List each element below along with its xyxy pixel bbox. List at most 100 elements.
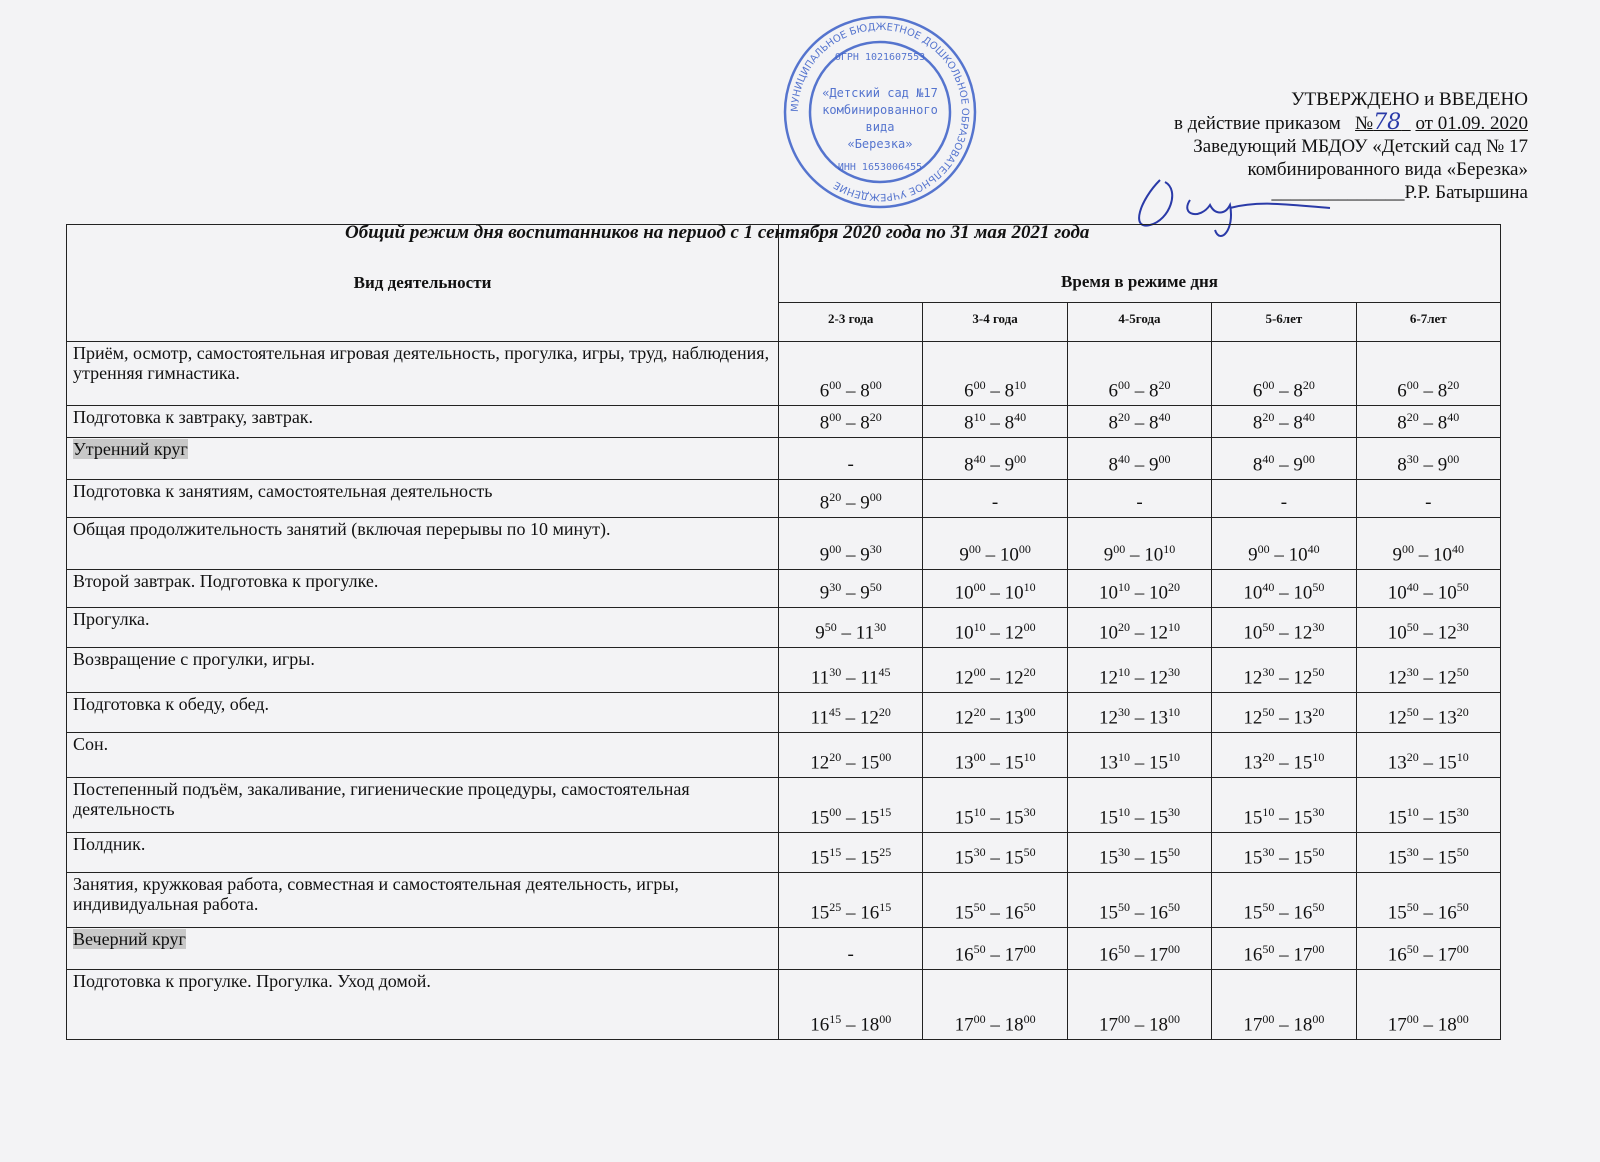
time-cell: 830 – 900 bbox=[1355, 437, 1502, 480]
time-cell: 840 – 900 bbox=[1211, 437, 1357, 480]
time-cell: 1300 – 1510 bbox=[922, 732, 1068, 778]
minutes: 00 bbox=[1167, 941, 1180, 956]
hour: 15 bbox=[810, 807, 830, 828]
time-cell: 900 – 1010 bbox=[1066, 517, 1213, 570]
minutes: 10 bbox=[1262, 804, 1275, 819]
hour: 17 bbox=[1437, 944, 1457, 965]
time-cell: 1510 – 1530 bbox=[1211, 777, 1357, 833]
time-cell: 1510 – 1530 bbox=[1355, 777, 1502, 833]
hour: 8 bbox=[1252, 412, 1263, 433]
minutes: 50 bbox=[1262, 899, 1275, 914]
hour: 15 bbox=[1293, 807, 1313, 828]
hour: 8 bbox=[964, 454, 974, 475]
hour: 15 bbox=[1387, 902, 1407, 923]
time-cell: 1530 – 1550 bbox=[1066, 832, 1213, 873]
hour: 17 bbox=[1293, 944, 1313, 965]
hour: 8 bbox=[1437, 380, 1448, 401]
time-cell: 1145 – 1220 bbox=[777, 692, 924, 733]
minutes: 20 bbox=[1262, 749, 1275, 764]
hour: 15 bbox=[1437, 847, 1457, 868]
time-cell: 1700 – 1800 bbox=[1066, 969, 1213, 1040]
hour: 16 bbox=[954, 944, 974, 965]
hour: 9 bbox=[819, 544, 830, 565]
hour: 15 bbox=[1098, 847, 1118, 868]
hour: 15 bbox=[954, 807, 974, 828]
minutes: 25 bbox=[829, 899, 842, 914]
activity-label: Возвращение с прогулки, игры. bbox=[73, 649, 315, 669]
hour: 15 bbox=[860, 847, 880, 868]
svg-text:комбинированного: комбинированного bbox=[822, 103, 938, 117]
hour: 8 bbox=[1004, 412, 1015, 433]
minutes: 50 bbox=[1312, 844, 1325, 859]
svg-text:«Березка»: «Березка» bbox=[847, 137, 912, 151]
time-cell: 1230 – 1250 bbox=[1355, 647, 1502, 693]
minutes: 50 bbox=[1456, 579, 1469, 594]
minutes: 15 bbox=[829, 1011, 842, 1026]
minutes: 30 bbox=[1456, 804, 1469, 819]
time-cell: 840 – 900 bbox=[1066, 437, 1213, 480]
minutes: 30 bbox=[973, 844, 986, 859]
minutes: 10 bbox=[1312, 749, 1325, 764]
minutes: 00 bbox=[973, 664, 986, 679]
hour: 16 bbox=[1437, 902, 1457, 923]
time-cell: 600 – 820 bbox=[1355, 341, 1502, 406]
time-cell: 1550 – 1650 bbox=[922, 872, 1068, 928]
minutes: 20 bbox=[1158, 377, 1171, 392]
hour: 10 bbox=[1144, 544, 1164, 565]
minutes: 20 bbox=[1117, 409, 1130, 424]
minutes: 00 bbox=[1406, 1011, 1419, 1026]
minutes: 00 bbox=[829, 377, 842, 392]
table-row: Занятия, кружковая работа, совместная и … bbox=[66, 872, 1502, 928]
time-cell: 820 – 840 bbox=[1355, 405, 1502, 438]
minutes: 30 bbox=[1167, 664, 1180, 679]
minutes: 00 bbox=[1262, 377, 1275, 392]
minutes: 50 bbox=[1312, 664, 1325, 679]
hour: 12 bbox=[1148, 667, 1168, 688]
minutes: 50 bbox=[1167, 899, 1180, 914]
minutes: 30 bbox=[1167, 804, 1180, 819]
minutes: 00 bbox=[1014, 451, 1027, 466]
table-row: Подготовка к обеду, обед. 1145 – 1220 1220… bbox=[66, 692, 1502, 733]
activity-label: Общая продолжительность занятий (включая… bbox=[73, 519, 611, 539]
hour: 15 bbox=[954, 847, 974, 868]
time-cell: 1700 – 1800 bbox=[922, 969, 1068, 1040]
hour: 15 bbox=[1004, 752, 1024, 773]
hour: 13 bbox=[954, 752, 974, 773]
minutes: 50 bbox=[1406, 899, 1419, 914]
activity-cell: Сон. bbox=[66, 732, 779, 778]
minutes: 00 bbox=[1257, 541, 1270, 556]
hour: 13 bbox=[1387, 752, 1407, 773]
hour: 16 bbox=[1387, 944, 1407, 965]
table-row: Второй завтрак. Подготовка к прогулке. 93… bbox=[66, 569, 1502, 608]
hour: 12 bbox=[1293, 622, 1313, 643]
hour: 15 bbox=[810, 902, 830, 923]
minutes: 50 bbox=[1456, 664, 1469, 679]
minutes: 00 bbox=[1023, 1011, 1036, 1026]
minutes: 30 bbox=[1312, 619, 1325, 634]
time-cell: 1530 – 1550 bbox=[1211, 832, 1357, 873]
minutes: 00 bbox=[1406, 377, 1419, 392]
minutes: 40 bbox=[1307, 541, 1320, 556]
hour: 18 bbox=[1293, 1014, 1313, 1035]
minutes: 30 bbox=[829, 664, 842, 679]
activity-label: Прогулка. bbox=[73, 609, 150, 629]
hour: 10 bbox=[1288, 544, 1308, 565]
minutes: 20 bbox=[829, 749, 842, 764]
table-row: Приём, осмотр, самостоятельная игровая д… bbox=[66, 341, 1502, 406]
minutes: 00 bbox=[1312, 941, 1325, 956]
hour: 16 bbox=[1293, 902, 1313, 923]
official-stamp: МУНИЦИПАЛЬНОЕ БЮДЖЕТНОЕ ДОШКОЛЬНОЕ ОБРАЗ… bbox=[783, 15, 977, 209]
minutes: 30 bbox=[1406, 844, 1419, 859]
minutes: 20 bbox=[1456, 704, 1469, 719]
hour: 10 bbox=[1004, 582, 1024, 603]
time-cell: 820 – 840 bbox=[1066, 405, 1213, 438]
activity-cell: Вечерний круг bbox=[66, 927, 779, 970]
time-cell: 1250 – 1320 bbox=[1355, 692, 1502, 733]
hour: 8 bbox=[860, 412, 870, 433]
minutes: 00 bbox=[869, 489, 882, 504]
time-cell: 1550 – 1650 bbox=[1355, 872, 1502, 928]
hour: 18 bbox=[1148, 1014, 1168, 1035]
minutes: 40 bbox=[1014, 409, 1027, 424]
approval-block: УТВЕРЖДЕНО и ВВЕДЕНО в действие приказом… bbox=[1174, 88, 1528, 204]
activity-label: Сон. bbox=[73, 734, 109, 754]
